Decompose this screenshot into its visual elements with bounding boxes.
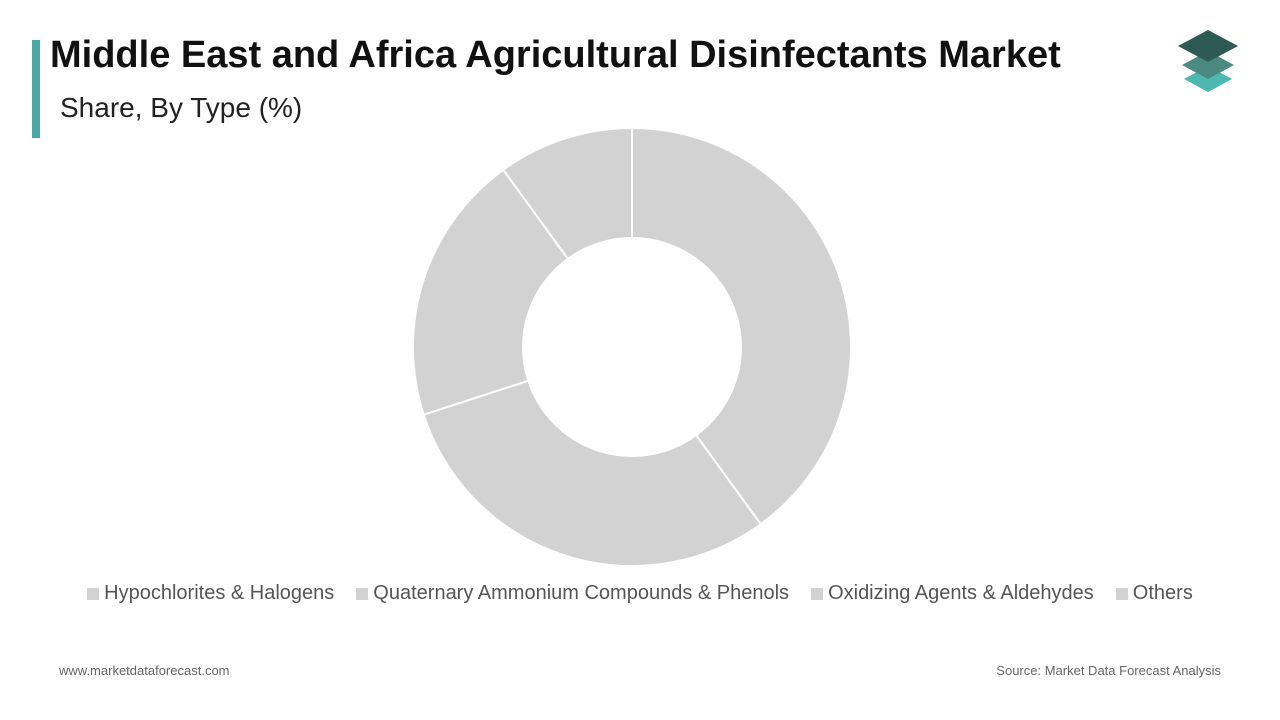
legend-label: Oxidizing Agents & Aldehydes [828,582,1094,604]
legend-item: Hypochlorites & Halogens [87,582,334,605]
website: www.marketdataforecast.com [59,663,230,678]
title-accent [32,40,40,138]
legend-label: Others [1132,582,1193,604]
legend-label: Hypochlorites & Halogens [104,582,335,604]
legend-item: Quaternary Ammonium Compounds & Phenols [356,582,789,605]
legend-swatch [356,587,369,600]
legend-item: Others [1115,582,1193,605]
legend-swatch [811,587,824,600]
legend-item: Oxidizing Agents & Aldehydes [811,582,1094,605]
legend-swatch [87,587,100,600]
pie-slice [412,168,570,416]
pie-slice [501,126,633,261]
legend-label: Quaternary Ammonium Compounds & Phenols [373,582,790,604]
pie-slice [631,126,852,526]
source: Source: Market Data Forecast Analysis [996,663,1221,678]
logo [1178,30,1238,92]
pie-slice [422,379,763,567]
chart-title: Middle East and Africa Agricultural Disi… [50,34,1061,76]
chart-subtitle: Share, By Type (%) [60,92,303,123]
legend-swatch [1115,587,1128,600]
legend: Hypochlorites & Halogens Quaternary Ammon… [0,582,1280,605]
